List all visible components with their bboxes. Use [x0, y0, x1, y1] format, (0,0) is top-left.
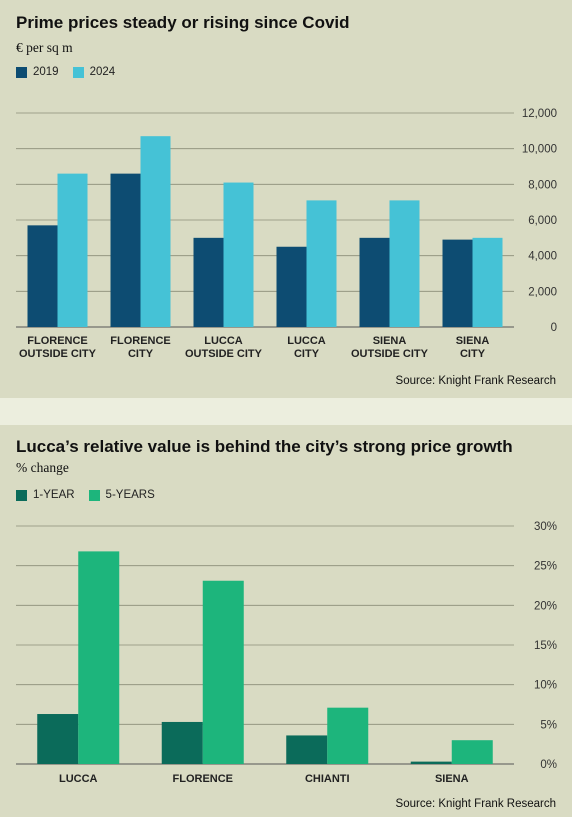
- chart-legend: 2019 2024: [16, 66, 115, 78]
- legend-label: 2019: [33, 66, 59, 78]
- legend-swatch: [88, 489, 100, 501]
- legend-label: 5-YEARS: [105, 489, 155, 501]
- y-tick-label: 15%: [534, 640, 557, 652]
- y-tick-label: 30%: [534, 521, 557, 533]
- bar-1-year: [37, 714, 79, 764]
- bar-2024: [140, 136, 171, 327]
- bar-5-years: [78, 551, 120, 764]
- legend-item-2024: 2024: [72, 66, 116, 78]
- bar-1-year: [161, 721, 203, 764]
- y-tick-label: 0%: [540, 759, 557, 771]
- y-tick-label: 12,000: [522, 108, 557, 120]
- chart-source: Source: Knight Frank Research: [395, 798, 556, 810]
- legend-label: 1-YEAR: [33, 489, 75, 501]
- bar-2019: [442, 239, 473, 327]
- y-tick-label: 20%: [534, 600, 557, 612]
- y-tick-label: 5%: [540, 719, 557, 731]
- y-tick-label: 10%: [534, 680, 557, 692]
- x-category-label-line: SIENA: [373, 335, 407, 347]
- chart-legend: 1-YEAR 5-YEARS: [16, 489, 155, 501]
- bar-2019: [27, 225, 58, 327]
- x-category-label: LUCCA CITY: [287, 335, 326, 360]
- x-category-label: CHIANTI: [305, 773, 350, 785]
- bar-5-years: [327, 707, 369, 764]
- bar-2024: [223, 182, 254, 327]
- x-category-label: FLORENCE CITY: [110, 335, 171, 360]
- legend-item-1-year: 1-YEAR: [16, 489, 75, 501]
- y-tick-label: 25%: [534, 561, 557, 573]
- x-category-label: FLORENCE: [173, 773, 234, 785]
- chart-title: Prime prices steady or rising since Covi…: [16, 13, 350, 32]
- legend-swatch: [72, 66, 84, 78]
- x-category-label-line: FLORENCE: [27, 335, 88, 347]
- x-category-label-line: LUCCA: [204, 335, 243, 347]
- chart-subtitle: € per sq m: [16, 40, 73, 55]
- bar-2024: [472, 237, 503, 327]
- x-category-label-line: LUCCA: [287, 335, 326, 347]
- bar-1-year: [286, 735, 328, 764]
- bar-5-years: [202, 580, 244, 764]
- chart-panel-growth: Lucca’s relative value is behind the cit…: [0, 425, 572, 817]
- bar-2019: [193, 237, 224, 327]
- y-tick-label: 0: [551, 322, 557, 334]
- chart-panel-prices: Prime prices steady or rising since Covi…: [0, 0, 572, 398]
- x-category-label-line: FLORENCE: [110, 335, 171, 347]
- y-tick-label: 2,000: [528, 286, 557, 298]
- bar-2024: [389, 200, 420, 327]
- bar-2019: [359, 237, 390, 327]
- legend-label: 2024: [89, 66, 116, 78]
- x-category-label-line: CITY: [460, 348, 486, 360]
- bar-chart-prices: 12,000 10,000 8,000 6,000 4,000 2,000 0 FLORENC…: [16, 108, 557, 360]
- x-category-label-line: CITY: [294, 348, 320, 360]
- bar-2019: [276, 246, 307, 327]
- x-category-label-line: OUTSIDE CITY: [185, 348, 263, 360]
- legend-item-5-years: 5-YEARS: [88, 489, 155, 501]
- x-category-label: FLORENCE OUTSIDE CITY: [19, 335, 97, 360]
- chart-source: Source: Knight Frank Research: [395, 375, 556, 387]
- bar-1-year: [410, 761, 452, 764]
- x-category-label-line: SIENA: [456, 335, 490, 347]
- x-category-label: LUCCA OUTSIDE CITY: [185, 335, 263, 360]
- x-category-label-line: CITY: [128, 348, 154, 360]
- x-category-label-line: CHIANTI: [305, 773, 350, 785]
- x-category-label: SIENA OUTSIDE CITY: [351, 335, 429, 360]
- bar-chart-growth: 30% 25% 20% 15% 10% 5% 0% LUCCA FLORENCE CHIANTI S…: [16, 521, 557, 785]
- bar-2019: [110, 173, 141, 327]
- chart-subtitle: % change: [16, 460, 69, 475]
- y-tick-label: 6,000: [528, 215, 557, 227]
- x-category-label-line: SIENA: [435, 773, 469, 785]
- x-category-label-line: LUCCA: [59, 773, 98, 785]
- legend-item-2019: 2019: [16, 66, 59, 78]
- x-category-label: SIENA: [435, 773, 469, 785]
- x-category-label-line: OUTSIDE CITY: [19, 348, 97, 360]
- chart-title: Lucca’s relative value is behind the cit…: [16, 437, 513, 456]
- x-category-label: SIENA CITY: [456, 335, 490, 360]
- bar-2024: [57, 173, 88, 327]
- x-category-label: LUCCA: [59, 773, 98, 785]
- y-tick-label: 4,000: [528, 251, 557, 263]
- legend-swatch: [16, 66, 27, 78]
- bar-2024: [306, 200, 337, 327]
- legend-swatch: [16, 489, 27, 501]
- y-tick-label: 10,000: [522, 144, 557, 156]
- x-category-label-line: FLORENCE: [173, 773, 234, 785]
- bar-5-years: [451, 740, 493, 764]
- y-tick-label: 8,000: [528, 179, 557, 191]
- x-category-label-line: OUTSIDE CITY: [351, 348, 429, 360]
